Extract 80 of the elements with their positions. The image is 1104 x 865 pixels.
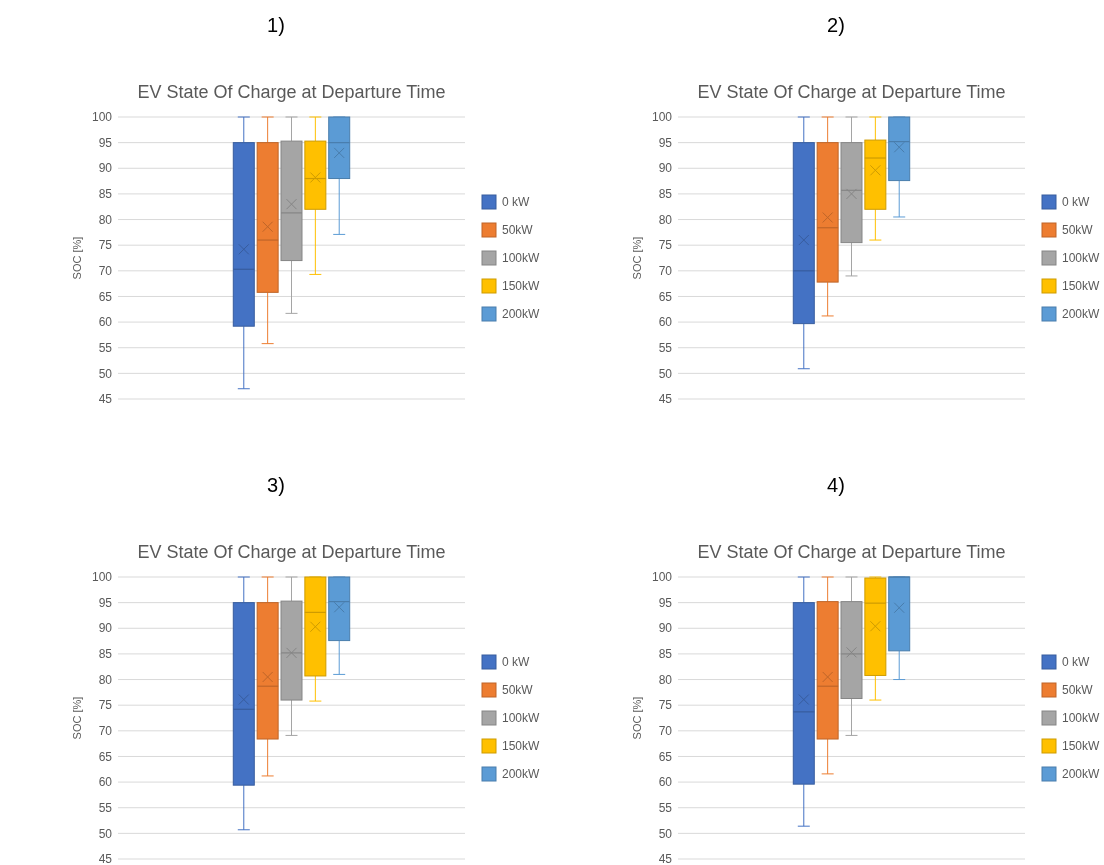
- y-tick-label: 90: [658, 621, 673, 636]
- y-tick-label: 80: [98, 672, 113, 687]
- legend-label: 200kW: [502, 767, 541, 782]
- y-tick-label: 45: [98, 852, 113, 865]
- y-tick-label: 80: [98, 212, 113, 227]
- legend-label: 150kW: [502, 279, 541, 294]
- legend-label: 0 kW: [502, 655, 531, 670]
- y-axis-title: SOC [%]: [71, 236, 83, 280]
- y-tick-label: 70: [658, 264, 673, 279]
- y-tick-label: 75: [98, 698, 113, 713]
- y-tick-label: 85: [658, 187, 673, 202]
- y-axis-title: SOC [%]: [631, 696, 643, 740]
- legend-label: 200kW: [1062, 307, 1101, 322]
- y-tick-label: 75: [98, 238, 113, 253]
- legend-label: 100kW: [1062, 251, 1101, 266]
- y-tick-label: 90: [98, 161, 113, 176]
- legend-label: 100kW: [502, 711, 541, 726]
- y-tick-label: 50: [98, 826, 113, 841]
- legend-label: 0 kW: [1062, 655, 1091, 670]
- y-axis-title: SOC [%]: [631, 236, 643, 280]
- y-tick-label: 75: [658, 238, 673, 253]
- y-tick-label: 100: [91, 110, 113, 125]
- y-tick-label: 70: [98, 264, 113, 279]
- legend-label: 50kW: [502, 683, 534, 698]
- chart-title: EV State Of Charge at Departure Time: [697, 82, 1006, 102]
- text: 3): [267, 474, 285, 496]
- y-tick-label: 75: [658, 698, 673, 713]
- y-tick-label: 70: [98, 724, 113, 739]
- y-tick-label: 65: [658, 289, 673, 304]
- y-tick-label: 100: [651, 110, 673, 125]
- legend-label: 150kW: [502, 739, 541, 754]
- legend-label: 0 kW: [1062, 195, 1091, 210]
- y-tick-label: 65: [658, 749, 673, 764]
- legend-label: 200kW: [502, 307, 541, 322]
- y-tick-label: 55: [98, 340, 113, 355]
- y-tick-label: 100: [91, 570, 113, 585]
- y-tick-label: 55: [98, 800, 113, 815]
- legend-label: 150kW: [1062, 279, 1101, 294]
- y-tick-label: 80: [658, 212, 673, 227]
- legend-label: 150kW: [1062, 739, 1101, 754]
- y-axis-title: SOC [%]: [71, 696, 83, 740]
- chart-title: EV State Of Charge at Departure Time: [137, 542, 446, 562]
- text: 1): [267, 14, 285, 36]
- y-tick-label: 65: [98, 749, 113, 764]
- legend-label: 0 kW: [502, 195, 531, 210]
- legend-label: 50kW: [1062, 683, 1094, 698]
- y-tick-label: 55: [658, 340, 673, 355]
- legend-label: 50kW: [1062, 223, 1094, 238]
- y-tick-label: 65: [98, 289, 113, 304]
- legend-label: 200kW: [1062, 767, 1101, 782]
- legend-label: 100kW: [1062, 711, 1101, 726]
- y-tick-label: 60: [658, 315, 673, 330]
- y-tick-label: 60: [98, 775, 113, 790]
- y-tick-label: 85: [658, 647, 673, 662]
- chart-title: EV State Of Charge at Departure Time: [697, 542, 1006, 562]
- legend-label: 100kW: [502, 251, 541, 266]
- y-tick-label: 70: [658, 724, 673, 739]
- y-tick-label: 95: [658, 135, 673, 150]
- y-tick-label: 85: [98, 647, 113, 662]
- y-tick-label: 55: [658, 800, 673, 815]
- y-tick-label: 95: [658, 595, 673, 610]
- y-tick-label: 50: [98, 366, 113, 381]
- y-tick-label: 85: [98, 187, 113, 202]
- y-tick-label: 45: [658, 852, 673, 865]
- chart-title: EV State Of Charge at Departure Time: [137, 82, 446, 102]
- y-tick-label: 95: [98, 135, 113, 150]
- y-tick-label: 50: [658, 826, 673, 841]
- y-tick-label: 80: [658, 672, 673, 687]
- y-tick-label: 95: [98, 595, 113, 610]
- y-tick-label: 50: [658, 366, 673, 381]
- legend-label: 50kW: [502, 223, 534, 238]
- y-tick-label: 45: [98, 392, 113, 407]
- y-tick-label: 100: [651, 570, 673, 585]
- y-tick-label: 90: [98, 621, 113, 636]
- text: 4): [827, 474, 845, 496]
- y-tick-label: 45: [658, 392, 673, 407]
- y-tick-label: 90: [658, 161, 673, 176]
- y-tick-label: 60: [658, 775, 673, 790]
- y-tick-label: 60: [98, 315, 113, 330]
- text: 2): [827, 14, 845, 36]
